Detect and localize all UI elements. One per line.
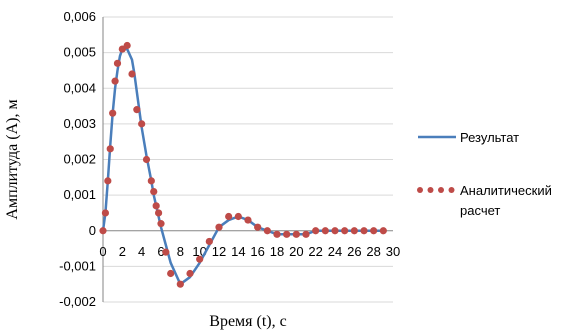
data-point-analytic bbox=[128, 70, 136, 78]
data-point-analytic bbox=[273, 230, 281, 238]
x-tick-label: 28 bbox=[366, 244, 380, 259]
data-point-analytic bbox=[106, 145, 114, 153]
y-tick-label: 0,005 bbox=[63, 45, 96, 60]
data-point-analytic bbox=[133, 106, 141, 114]
data-point-analytic bbox=[99, 227, 107, 235]
x-tick-label: 6 bbox=[157, 244, 164, 259]
series bbox=[99, 41, 387, 288]
series-line-result bbox=[101, 47, 384, 286]
data-point-analytic bbox=[234, 212, 242, 221]
data-point-analytic bbox=[150, 187, 158, 196]
legend-swatch-analytic bbox=[417, 187, 423, 193]
data-point-analytic bbox=[113, 59, 122, 67]
data-point-analytic bbox=[176, 280, 184, 288]
data-point-analytic bbox=[244, 216, 252, 224]
data-point-analytic bbox=[186, 269, 194, 278]
x-tick-labels: 0 2 4 6 8 10 12 14 16 18 20 22 24 26 28 30 bbox=[99, 244, 400, 259]
data-point-analytic bbox=[101, 209, 110, 217]
x-tick-label: 8 bbox=[177, 244, 184, 259]
data-point-analytic bbox=[341, 227, 349, 235]
data-point-analytic bbox=[123, 41, 131, 50]
x-axis-title: Время (t), с bbox=[209, 313, 286, 330]
data-point-analytic bbox=[292, 230, 300, 238]
data-point-analytic bbox=[331, 227, 339, 235]
x-tick-label: 0 bbox=[99, 244, 106, 259]
y-tick-label: 0,004 bbox=[63, 80, 96, 95]
data-point-analytic bbox=[360, 227, 368, 235]
y-axis-title: Амплитуда (A), м bbox=[4, 99, 21, 219]
legend-label-analytic: Аналитический bbox=[460, 183, 552, 198]
legend: Результат Аналитический расчет bbox=[417, 130, 552, 218]
data-point-analytic bbox=[370, 227, 378, 235]
y-tick-label: -0,002 bbox=[59, 294, 96, 309]
data-point-analytic bbox=[104, 177, 112, 185]
data-point-analytic bbox=[138, 120, 146, 128]
data-point-analytic bbox=[162, 248, 170, 256]
data-point-analytic bbox=[152, 202, 160, 210]
data-point-analytic bbox=[154, 209, 163, 217]
x-tick-label: 30 bbox=[386, 244, 400, 259]
data-point-analytic bbox=[196, 255, 204, 263]
data-point-analytic bbox=[109, 109, 117, 117]
gridlines bbox=[103, 16, 393, 303]
data-point-analytic bbox=[254, 223, 262, 231]
x-tick-label: 22 bbox=[308, 244, 322, 259]
y-tick-label: -0,001 bbox=[59, 258, 96, 273]
x-tick-label: 14 bbox=[231, 244, 245, 259]
y-tick-labels: -0,002 -0,001 0 0,001 0,002 0,003 0,004 0,005 0,… bbox=[59, 9, 96, 309]
y-tick-label: 0,006 bbox=[63, 9, 96, 24]
data-point-analytic bbox=[205, 237, 213, 246]
x-tick-label: 24 bbox=[328, 244, 342, 259]
x-tick-label: 2 bbox=[119, 244, 126, 259]
x-tick-label: 20 bbox=[289, 244, 303, 259]
data-point-analytic bbox=[167, 269, 175, 278]
data-point-analytic bbox=[312, 227, 320, 235]
data-point-analytic bbox=[263, 227, 271, 235]
data-point-analytic bbox=[321, 227, 329, 235]
data-point-analytic bbox=[302, 230, 310, 238]
legend-swatch-analytic bbox=[427, 187, 434, 193]
data-point-analytic bbox=[379, 227, 387, 235]
legend-swatch-analytic bbox=[448, 187, 455, 193]
x-tick-label: 12 bbox=[212, 244, 226, 259]
legend-label-result: Результат bbox=[460, 130, 519, 145]
data-point-analytic bbox=[111, 77, 119, 85]
y-tick-label: 0 bbox=[89, 223, 96, 238]
legend-label-analytic: расчет bbox=[460, 203, 500, 218]
data-point-analytic bbox=[215, 223, 223, 231]
legend-swatch-analytic bbox=[438, 187, 444, 193]
x-tick-label: 4 bbox=[138, 244, 145, 259]
data-point-analytic bbox=[142, 155, 151, 164]
y-tick-label: 0,001 bbox=[63, 187, 96, 202]
data-point-analytic bbox=[225, 212, 233, 221]
x-tick-label: 16 bbox=[250, 244, 264, 259]
x-tick-label: 26 bbox=[347, 244, 361, 259]
data-point-analytic bbox=[283, 230, 291, 238]
y-tick-label: 0,002 bbox=[63, 152, 96, 167]
data-point-analytic bbox=[147, 177, 155, 185]
x-tick-label: 18 bbox=[270, 244, 284, 259]
data-point-analytic bbox=[157, 220, 165, 228]
data-point-analytic bbox=[350, 227, 358, 235]
y-tick-label: 0,003 bbox=[63, 116, 96, 131]
